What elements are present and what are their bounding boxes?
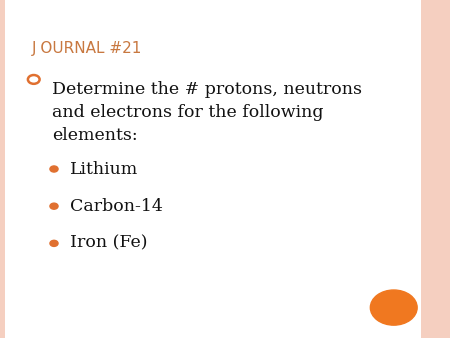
Text: Determine the # protons, neutrons
and electrons for the following
elements:: Determine the # protons, neutrons and el… [52, 81, 362, 144]
Text: Lithium: Lithium [70, 161, 138, 177]
Text: J OURNAL #21: J OURNAL #21 [32, 41, 142, 55]
Text: Carbon-14: Carbon-14 [70, 198, 162, 215]
FancyBboxPatch shape [421, 0, 450, 338]
Circle shape [50, 166, 58, 172]
Circle shape [370, 290, 417, 325]
Text: Iron (Fe): Iron (Fe) [70, 235, 147, 252]
Circle shape [50, 240, 58, 246]
FancyBboxPatch shape [0, 0, 5, 338]
Circle shape [50, 203, 58, 209]
